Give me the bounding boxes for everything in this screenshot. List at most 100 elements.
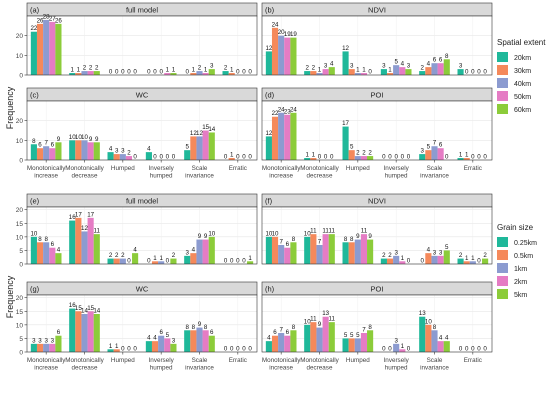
bar [113,154,120,160]
legends: Spatial extent 20km 30km 40km 50km 60km Grain … [497,38,546,299]
data-label: 10 [30,230,37,237]
data-label: 3 [324,63,328,70]
data-label: 24 [278,106,285,113]
bar [208,335,215,352]
bar [380,69,387,75]
data-label: 0 [172,154,176,161]
panel-tag: (h) [265,285,275,294]
data-label: 2 [198,65,202,72]
bar [348,242,355,264]
bar [405,69,412,75]
bar [69,140,76,160]
data-label: 8 [186,324,190,331]
data-label: 6 [57,329,61,336]
data-label: 12 [190,130,197,137]
bar [386,258,394,264]
data-label: 19 [290,31,297,38]
bar [43,19,50,75]
data-label: 9 [368,233,372,240]
x-tick-label: Humped [111,165,135,172]
bar [399,67,406,75]
data-label: 0 [407,346,411,353]
bar [69,308,76,352]
data-label: 6 [433,57,437,64]
data-label: 5 [350,144,354,151]
data-label: 4 [401,61,405,68]
bar [354,338,361,352]
data-label: 1 [401,255,405,262]
bar [43,343,50,352]
bar [36,343,44,352]
data-label: 0 [230,258,234,265]
bar [87,71,94,75]
bar [208,69,215,75]
data-label: 0 [324,154,328,161]
bar [419,316,426,352]
bar [393,255,400,264]
data-label: 2 [368,150,372,157]
bar [393,343,400,352]
data-label: 20 [278,29,285,36]
y-tick-label: 20 [16,207,24,214]
data-label: 0 [159,69,163,76]
data-label: 4 [192,247,196,254]
bar [113,258,120,264]
data-label: 13 [322,310,329,317]
data-label: 0 [445,154,449,161]
data-label: 3 [382,63,386,70]
bar [278,112,285,160]
data-label: 0 [153,154,157,161]
data-label: 3 [172,337,176,344]
data-label: 1 [356,67,360,74]
data-label: 0 [127,69,131,76]
data-label: 9 [318,321,322,328]
bar [119,258,126,264]
data-label: 0 [477,258,481,265]
data-label: 9 [204,233,208,240]
data-label: 10 [81,134,88,141]
data-label: 4 [427,61,431,68]
bar [158,335,165,352]
data-label: 0 [230,346,234,353]
data-label: 4 [427,247,431,254]
data-label: 0 [483,69,487,76]
x-tick-label: Monotonically [300,357,339,364]
data-label: 0 [236,69,240,76]
data-label: 1 [159,255,163,262]
plot-border [261,206,493,265]
data-label: 28 [43,13,50,20]
data-label: 7 [433,140,437,147]
bar [202,130,209,160]
data-label: 17 [87,211,94,218]
data-label: 0 [248,346,252,353]
data-label: 9 [198,321,202,328]
x-tick-label: humped [150,173,173,180]
x-tick-label: Monotonically [65,357,104,364]
bar [348,338,355,352]
data-label: 12 [265,45,272,52]
legend-label: 0.5km [514,253,533,260]
data-label: 8 [350,236,354,243]
legend-swatch [497,276,508,286]
bar [87,217,94,264]
x-tick-label: Monotonically [300,165,339,172]
bar [367,239,374,264]
bar [271,27,279,75]
data-label: 2 [483,252,487,259]
data-label: 22 [272,110,279,117]
bar [93,314,100,352]
data-label: 12 [265,130,272,137]
bar [30,144,37,160]
legend-title: Spatial extent [497,38,546,47]
data-label: 0 [382,346,386,353]
y-tick-label: 10 [16,53,24,60]
data-label: 0 [115,69,119,76]
data-label: 1 [109,343,113,350]
bar [290,330,297,352]
x-tick-label: invariance [185,173,214,180]
bar [184,255,191,264]
bar [69,220,76,264]
legend-swatch [497,52,508,62]
x-tick-label: Monotonically [262,165,301,172]
